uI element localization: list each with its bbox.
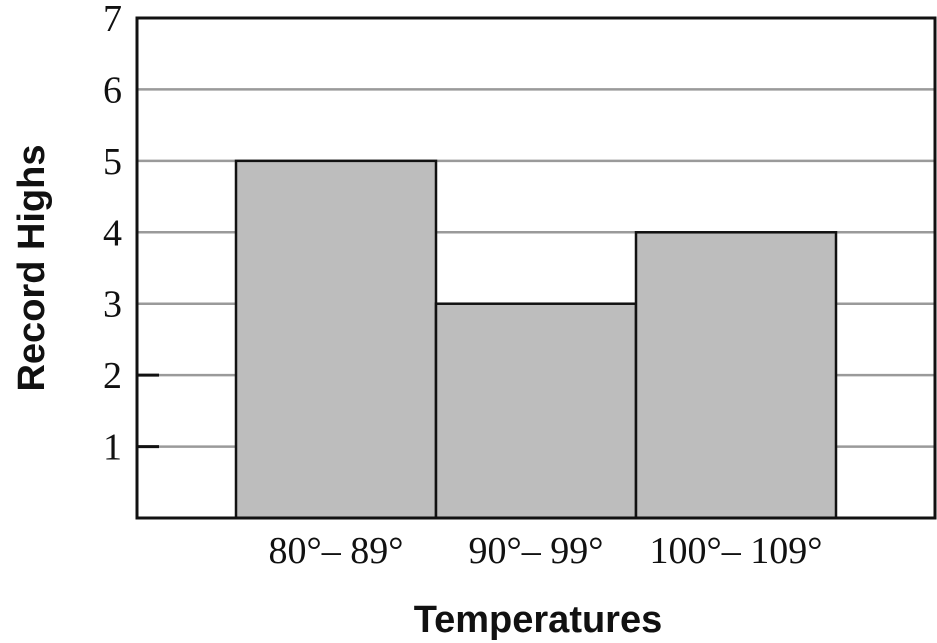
x-tick-label: 100°– 109° (650, 530, 823, 572)
plot-frame (135, 16, 937, 520)
y-tick-label: 2 (103, 355, 122, 397)
y-tick-label: 6 (103, 69, 122, 111)
x-axis-ticks: 80°– 89° 90°– 99° 100°– 109° (269, 530, 823, 572)
bar (634, 231, 838, 520)
bars (234, 159, 838, 520)
x-tick-label: 90°– 99° (469, 530, 604, 572)
x-axis-title: Temperatures (414, 599, 663, 641)
y-axis-title: Record Highs (11, 144, 53, 391)
y-axis-ticks: 1 2 3 4 5 6 7 (103, 0, 159, 469)
bar (434, 302, 638, 520)
y-tick-label: 1 (103, 427, 122, 469)
y-tick-label: 7 (103, 0, 122, 40)
y-tick-label: 4 (103, 212, 122, 254)
x-tick-label: 80°– 89° (269, 530, 404, 572)
y-tick-label: 5 (103, 141, 122, 183)
bar (234, 159, 438, 520)
y-tick-label: 3 (103, 284, 122, 326)
